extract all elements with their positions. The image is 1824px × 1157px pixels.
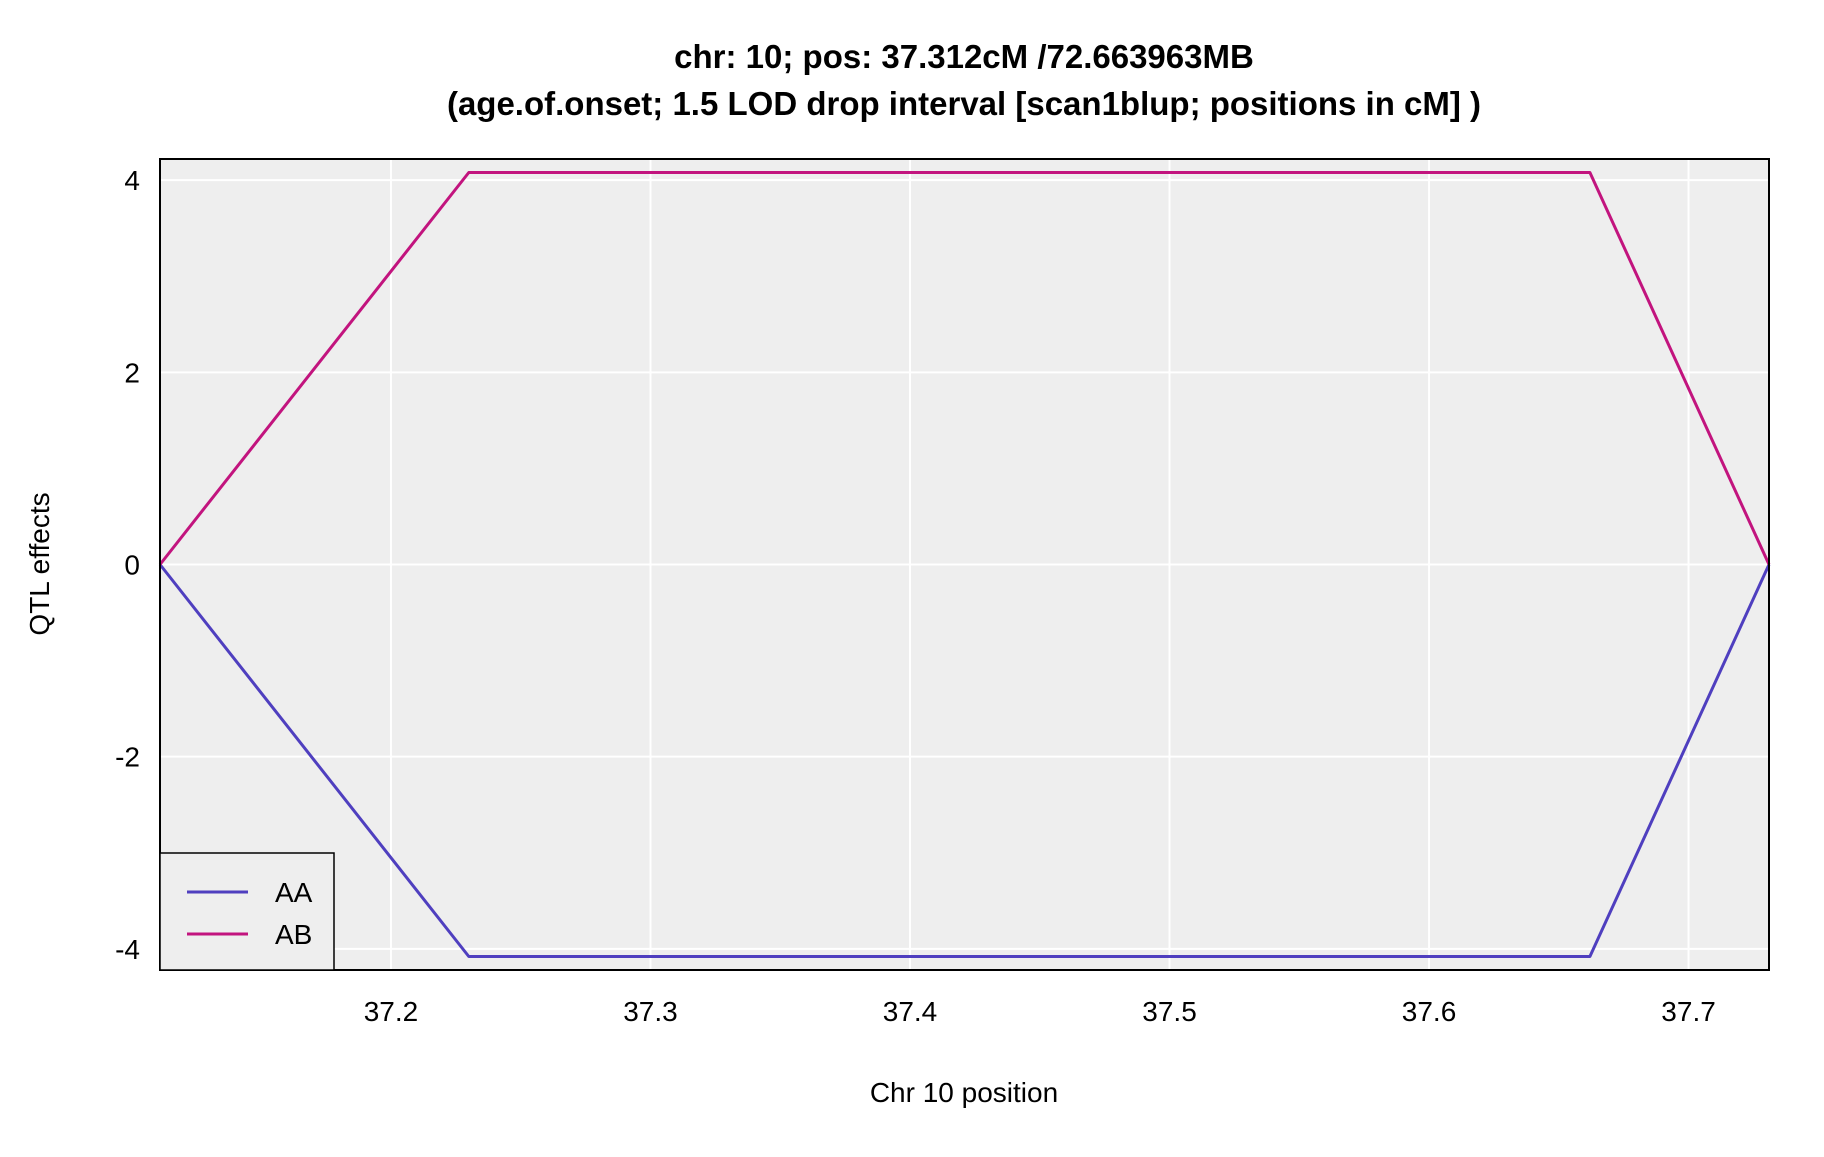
chart-subtitle: (age.of.onset; 1.5 LOD drop interval [sc… — [447, 85, 1481, 122]
data-series — [158, 171, 1771, 958]
y-axis-label: QTL effects — [24, 492, 55, 635]
x-axis-ticks: 37.2 37.3 37.4 37.5 37.6 37.7 — [364, 996, 1716, 1027]
legend-box — [159, 852, 335, 971]
legend: AA AB — [159, 852, 335, 971]
y-tick-label: 4 — [124, 165, 140, 196]
x-axis-label: Chr 10 position — [870, 1077, 1058, 1108]
y-tick-label: -2 — [115, 742, 140, 773]
y-tick-label: 2 — [124, 357, 140, 388]
y-tick-label: -4 — [115, 934, 140, 965]
legend-label-aa: AA — [275, 877, 313, 908]
x-tick-label: 37.7 — [1661, 996, 1716, 1027]
x-tick-label: 37.2 — [364, 996, 419, 1027]
x-tick-label: 37.5 — [1142, 996, 1197, 1027]
legend-label-ab: AB — [275, 919, 312, 950]
x-tick-label: 37.4 — [883, 996, 938, 1027]
series-line-aa — [158, 563, 1771, 958]
grid-lines — [160, 159, 1769, 970]
y-axis-ticks: -4 -2 0 2 4 — [115, 165, 140, 965]
x-tick-label: 37.3 — [623, 996, 678, 1027]
y-tick-label: 0 — [124, 550, 140, 581]
plot-border — [159, 158, 1770, 971]
series-line-ab — [158, 171, 1771, 566]
chart-title: chr: 10; pos: 37.312cM /72.663963MB — [674, 38, 1254, 75]
x-tick-label: 37.6 — [1402, 996, 1457, 1027]
